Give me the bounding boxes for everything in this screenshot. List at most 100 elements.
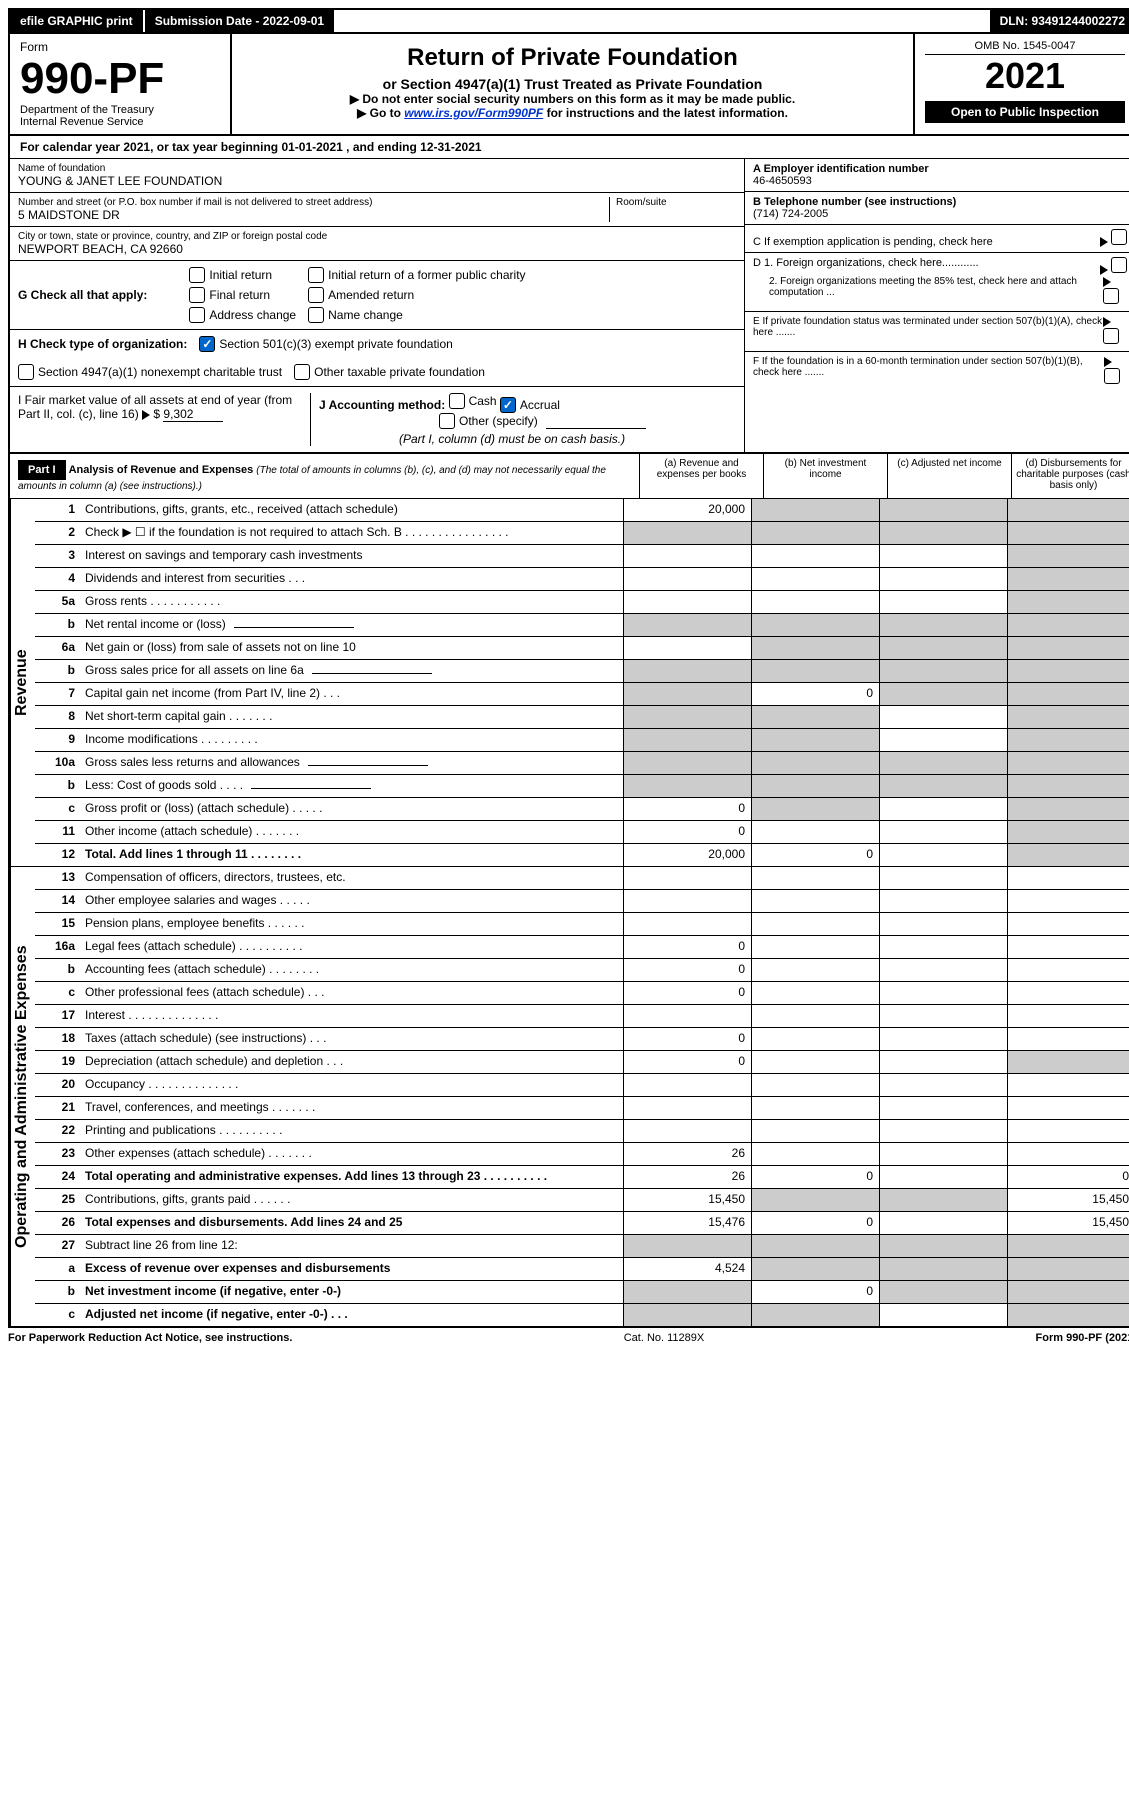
d2-checkbox[interactable] — [1103, 288, 1119, 304]
amount-cell — [623, 591, 751, 613]
amount-cell — [1007, 660, 1129, 682]
final-return-checkbox[interactable]: Final return — [189, 287, 296, 303]
line-description: Interest on savings and temporary cash i… — [81, 545, 623, 567]
other-taxable-checkbox[interactable]: Other taxable private foundation — [294, 364, 485, 380]
amount-cell — [1007, 1097, 1129, 1119]
name-change-checkbox[interactable]: Name change — [308, 307, 525, 323]
amount-cell — [1007, 982, 1129, 1004]
line-row: 15Pension plans, employee benefits . . .… — [35, 913, 1129, 936]
form-header: Form 990-PF Department of the Treasury I… — [8, 34, 1129, 136]
line-number: 19 — [35, 1051, 81, 1073]
line-number: 1 — [35, 499, 81, 521]
amount-cell: 15,450 — [1007, 1189, 1129, 1211]
amount-cell — [1007, 1074, 1129, 1096]
omb-number: OMB No. 1545-0047 — [925, 40, 1125, 55]
city-state-zip: NEWPORT BEACH, CA 92660 — [18, 242, 736, 256]
city-label: City or town, state or province, country… — [18, 231, 736, 242]
expenses-section: Operating and Administrative Expenses 13… — [8, 867, 1129, 1328]
street-address: 5 MAIDSTONE DR — [18, 208, 609, 222]
accrual-checkbox[interactable]: ✓Accrual — [500, 397, 560, 413]
line-description: Income modifications . . . . . . . . . — [81, 729, 623, 751]
j-note: (Part I, column (d) must be on cash basi… — [399, 432, 625, 446]
line-description: Excess of revenue over expenses and disb… — [81, 1258, 623, 1280]
amount-cell: 0 — [1007, 1166, 1129, 1188]
line-number: 9 — [35, 729, 81, 751]
amount-cell — [751, 1005, 879, 1027]
part-1-title: Analysis of Revenue and Expenses — [69, 464, 254, 476]
amount-cell — [1007, 683, 1129, 705]
line-row: 27Subtract line 26 from line 12: — [35, 1235, 1129, 1258]
line-number: 6a — [35, 637, 81, 659]
amount-cell — [1007, 729, 1129, 751]
line-row: 9Income modifications . . . . . . . . . — [35, 729, 1129, 752]
line-description: Capital gain net income (from Part IV, l… — [81, 683, 623, 705]
4947-checkbox[interactable]: Section 4947(a)(1) nonexempt charitable … — [18, 364, 282, 380]
amount-cell: 15,450 — [623, 1189, 751, 1211]
amount-cell — [1007, 522, 1129, 544]
amount-cell: 0 — [751, 1212, 879, 1234]
amount-cell — [751, 1258, 879, 1280]
amount-cell — [879, 637, 1007, 659]
initial-return-checkbox[interactable]: Initial return — [189, 267, 296, 283]
d1-checkbox[interactable] — [1111, 257, 1127, 273]
line-row: aExcess of revenue over expenses and dis… — [35, 1258, 1129, 1281]
amount-cell: 0 — [751, 1281, 879, 1303]
line-row: 16aLegal fees (attach schedule) . . . . … — [35, 936, 1129, 959]
address-change-checkbox[interactable]: Address change — [189, 307, 296, 323]
line-number: 2 — [35, 522, 81, 544]
d1-label: D 1. Foreign organizations, check here..… — [753, 257, 979, 276]
arrow-icon — [1103, 277, 1111, 287]
amount-cell — [623, 1281, 751, 1303]
cash-checkbox[interactable]: Cash — [449, 393, 497, 409]
irs-label: Internal Revenue Service — [20, 116, 220, 128]
amount-cell — [751, 890, 879, 912]
other-method-checkbox[interactable]: Other (specify) — [439, 413, 538, 429]
amount-cell — [879, 1281, 1007, 1303]
amount-cell — [623, 545, 751, 567]
line-row: 1Contributions, gifts, grants, etc., rec… — [35, 499, 1129, 522]
line-description: Other expenses (attach schedule) . . . .… — [81, 1143, 623, 1165]
col-d-header: (d) Disbursements for charitable purpose… — [1011, 454, 1129, 498]
501c3-checkbox[interactable]: ✓Section 501(c)(3) exempt private founda… — [199, 336, 452, 352]
amount-cell — [751, 499, 879, 521]
line-description: Total expenses and disbursements. Add li… — [81, 1212, 623, 1234]
arrow-icon — [1100, 265, 1108, 275]
line-row: 26Total expenses and disbursements. Add … — [35, 1212, 1129, 1235]
amount-cell — [751, 706, 879, 728]
amount-cell — [879, 890, 1007, 912]
line-number: b — [35, 614, 81, 636]
line-row: bLess: Cost of goods sold . . . . — [35, 775, 1129, 798]
line-number: 15 — [35, 913, 81, 935]
e-checkbox[interactable] — [1103, 328, 1119, 344]
f-checkbox[interactable] — [1104, 368, 1120, 384]
line-number: 3 — [35, 545, 81, 567]
line-description: Other income (attach schedule) . . . . .… — [81, 821, 623, 843]
irs-link[interactable]: www.irs.gov/Form990PF — [404, 106, 543, 120]
line-number: b — [35, 1281, 81, 1303]
amount-cell — [1007, 545, 1129, 567]
amount-cell — [879, 1120, 1007, 1142]
c-checkbox[interactable] — [1111, 229, 1127, 245]
amount-cell: 26 — [623, 1143, 751, 1165]
amount-cell — [879, 798, 1007, 820]
amount-cell — [751, 545, 879, 567]
amount-cell — [879, 568, 1007, 590]
line-number: c — [35, 798, 81, 820]
line-row: 11Other income (attach schedule) . . . .… — [35, 821, 1129, 844]
line-description: Contributions, gifts, grants paid . . . … — [81, 1189, 623, 1211]
initial-former-checkbox[interactable]: Initial return of a former public charit… — [308, 267, 525, 283]
line-row: 5aGross rents . . . . . . . . . . . — [35, 591, 1129, 614]
amount-cell: 15,450 — [1007, 1212, 1129, 1234]
amount-cell: 0 — [751, 683, 879, 705]
amount-cell: 0 — [623, 1051, 751, 1073]
amount-cell: 0 — [623, 982, 751, 1004]
amended-return-checkbox[interactable]: Amended return — [308, 287, 525, 303]
revenue-label: Revenue — [10, 499, 35, 866]
amount-cell — [879, 1212, 1007, 1234]
amount-cell — [879, 844, 1007, 866]
calendar-year-row: For calendar year 2021, or tax year begi… — [8, 136, 1129, 159]
amount-cell — [1007, 913, 1129, 935]
amount-cell — [751, 522, 879, 544]
amount-cell — [623, 1235, 751, 1257]
line-description: Less: Cost of goods sold . . . . — [81, 775, 623, 797]
